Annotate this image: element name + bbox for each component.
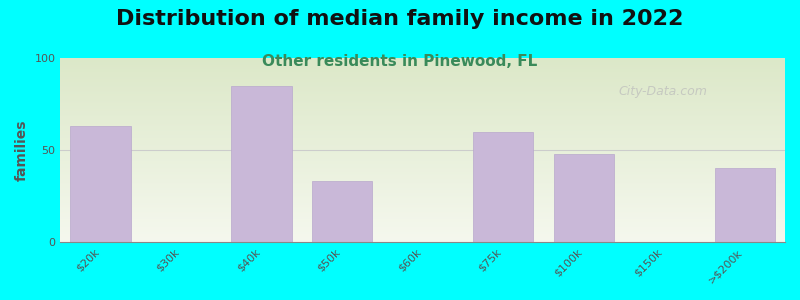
Text: Other residents in Pinewood, FL: Other residents in Pinewood, FL xyxy=(262,54,538,69)
Bar xyxy=(554,154,614,242)
Bar xyxy=(312,181,372,242)
Bar xyxy=(231,85,292,242)
Text: City-Data.com: City-Data.com xyxy=(618,85,707,98)
Text: Distribution of median family income in 2022: Distribution of median family income in … xyxy=(116,9,684,29)
Bar xyxy=(714,168,775,242)
Bar xyxy=(70,126,131,242)
Bar xyxy=(473,132,534,242)
Y-axis label: families: families xyxy=(15,119,29,181)
